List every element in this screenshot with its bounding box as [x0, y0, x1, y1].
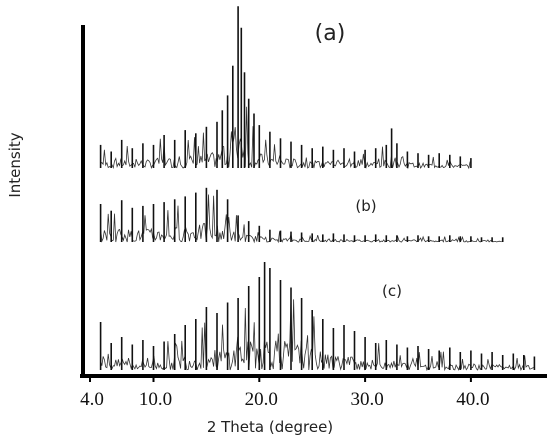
x-tick-label-5: 40.0 [456, 389, 489, 410]
series-trace-1 [99, 6, 472, 170]
panel-label-2: (b) [355, 197, 376, 215]
x-tick-label-3: 20.0 [245, 389, 278, 410]
panel-label-1: (a) [315, 21, 346, 46]
y-axis-title: Intensity [6, 132, 24, 197]
xrd-traces [99, 6, 536, 372]
x-axis-title: 2 Theta (degree) [207, 418, 333, 436]
series-trace-2 [99, 187, 504, 244]
x-ticks: 4.0 10.0 20.0 30.0 40.0 [80, 374, 490, 410]
x-tick-label-2: 10.0 [139, 389, 172, 410]
series-trace-3 [99, 262, 536, 372]
x-tick-label-1: 4.0 [80, 389, 104, 410]
panel-labels: (a) (b) (c) [315, 21, 402, 300]
panel-label-3: (c) [382, 282, 402, 300]
series-line-1 [100, 106, 471, 170]
series-line-3 [100, 298, 534, 372]
x-tick-label-4: 30.0 [350, 389, 383, 410]
